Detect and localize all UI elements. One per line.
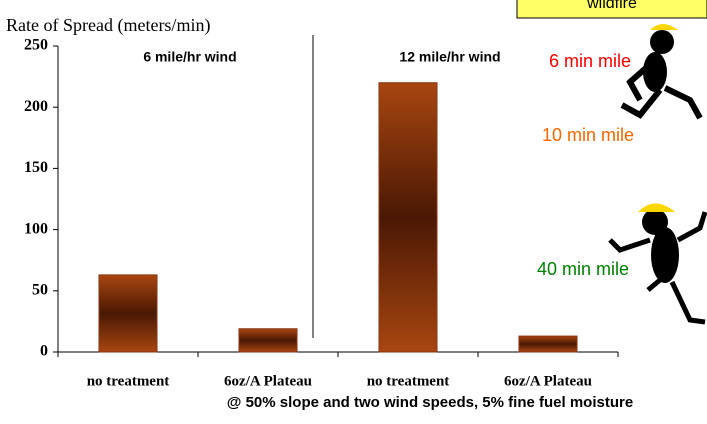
x-tick-label: no treatment [87, 373, 170, 389]
bar [378, 82, 438, 353]
caption: @ 50% slope and two wind speeds, 5% fine… [227, 394, 633, 411]
label-box [516, 0, 707, 19]
box-label: wildfire [586, 0, 637, 12]
walker-figure [608, 203, 707, 325]
pace-label: 6 min mile [549, 51, 631, 71]
y-tick-label: 250 [24, 37, 48, 54]
y-tick-label: 100 [24, 220, 48, 237]
x-tick-label: 6oz/A Plateau [504, 373, 592, 389]
bar [98, 274, 158, 353]
y-tick-label: 50 [32, 281, 48, 298]
y-tick-label: 0 [40, 343, 48, 360]
bar [238, 328, 298, 353]
x-tick-label: no treatment [367, 373, 450, 389]
runner-figure [620, 24, 703, 120]
bar [518, 335, 578, 353]
y-tick-label: 200 [24, 98, 48, 115]
group-label: 6 mile/hr wind [143, 49, 236, 65]
chart-title: Rate of Spread (meters/min) [6, 15, 210, 36]
pace-label: 40 min mile [537, 259, 629, 279]
y-tick-label: 150 [24, 159, 48, 176]
group-label: 12 mile/hr wind [399, 49, 500, 65]
pace-label: 10 min mile [542, 125, 634, 145]
x-tick-label: 6oz/A Plateau [224, 373, 312, 389]
